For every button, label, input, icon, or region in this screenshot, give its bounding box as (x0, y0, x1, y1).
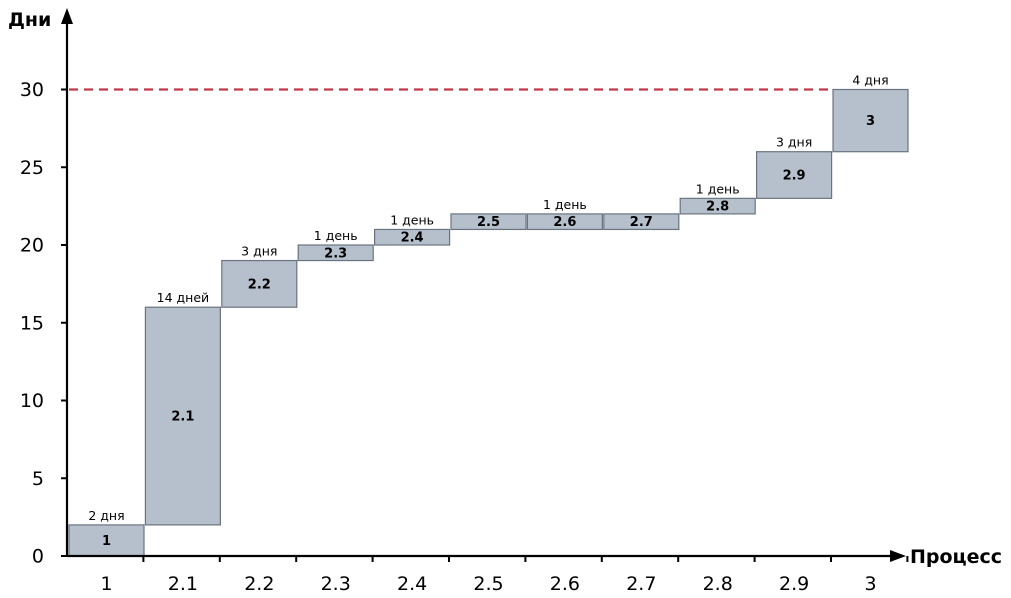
y-tick-label: 20 (20, 235, 44, 257)
annotation-label: 1 день (696, 181, 740, 196)
x-tick-label: 2.9 (779, 573, 809, 595)
x-tick-label: 1 (100, 573, 112, 595)
bar-label: 2.2 (248, 277, 271, 292)
bar-label: 2.9 (783, 169, 806, 184)
bar-label: 2.4 (401, 231, 424, 246)
x-tick-label: 2.8 (703, 573, 733, 595)
axes: Дни Процесс (8, 8, 1002, 568)
bar (297, 244, 374, 262)
bar-label: 2.8 (706, 200, 729, 215)
bar-label: 2.6 (553, 215, 576, 230)
x-tick-label: 2.2 (244, 573, 274, 595)
bar-label: 2.5 (477, 215, 500, 230)
annotation-label: 3 дня (241, 244, 277, 259)
y-tick-label: 25 (20, 157, 44, 179)
bar-label: 2.3 (324, 246, 347, 261)
x-ticks: 1 2.1 2.2 2.3 2.4 2.5 2.6 2.7 2.8 2.9 3 (100, 556, 909, 595)
annotation-label: 4 дня (852, 73, 888, 88)
y-axis-title: Дни (8, 9, 51, 31)
bar (221, 259, 298, 308)
x-tick-label: 2.7 (626, 573, 656, 595)
bar (832, 88, 909, 153)
x-tick-label: 2.1 (168, 573, 198, 595)
y-tick-label: 10 (20, 390, 44, 412)
bar (144, 306, 221, 526)
y-ticks: 0 5 10 15 20 25 30 (20, 79, 67, 568)
y-axis-arrow (61, 8, 73, 24)
bar (374, 228, 451, 246)
x-axis-arrow (890, 550, 906, 562)
annotation-label: 1 день (390, 212, 434, 227)
bar-label: 2.7 (630, 215, 653, 230)
y-tick-label: 15 (20, 312, 44, 334)
plot-area: 1 2.1 2.2 2.3 2.4 2.5 2.6 2.7 2.8 2.9 3 2 дня 14 дне… (68, 73, 909, 557)
annotation-label: 1 день (314, 228, 358, 243)
annotation-label: 1 день (543, 197, 587, 212)
y-tick-label: 5 (32, 468, 44, 490)
x-tick-label: 2.6 (550, 573, 580, 595)
y-tick-label: 30 (20, 79, 44, 101)
annotation-label: 2 дня (88, 508, 124, 523)
bar (679, 197, 756, 215)
bar-label: 3 (866, 114, 875, 129)
x-tick-label: 2.4 (397, 573, 427, 595)
x-tick-label: 2.3 (321, 573, 351, 595)
x-tick-label: 3 (864, 573, 876, 595)
bar (603, 213, 680, 231)
x-axis-title: Процесс (910, 546, 1002, 568)
bar (755, 151, 833, 199)
bar (526, 213, 604, 231)
bar (450, 213, 527, 231)
bar-label: 1 (102, 534, 111, 549)
y-tick-label: 0 (32, 546, 44, 568)
bar-label: 2.1 (171, 410, 194, 425)
annotation-label: 3 дня (776, 135, 812, 150)
x-tick-label: 2.5 (473, 573, 503, 595)
annotation-label: 14 дней (157, 290, 210, 305)
